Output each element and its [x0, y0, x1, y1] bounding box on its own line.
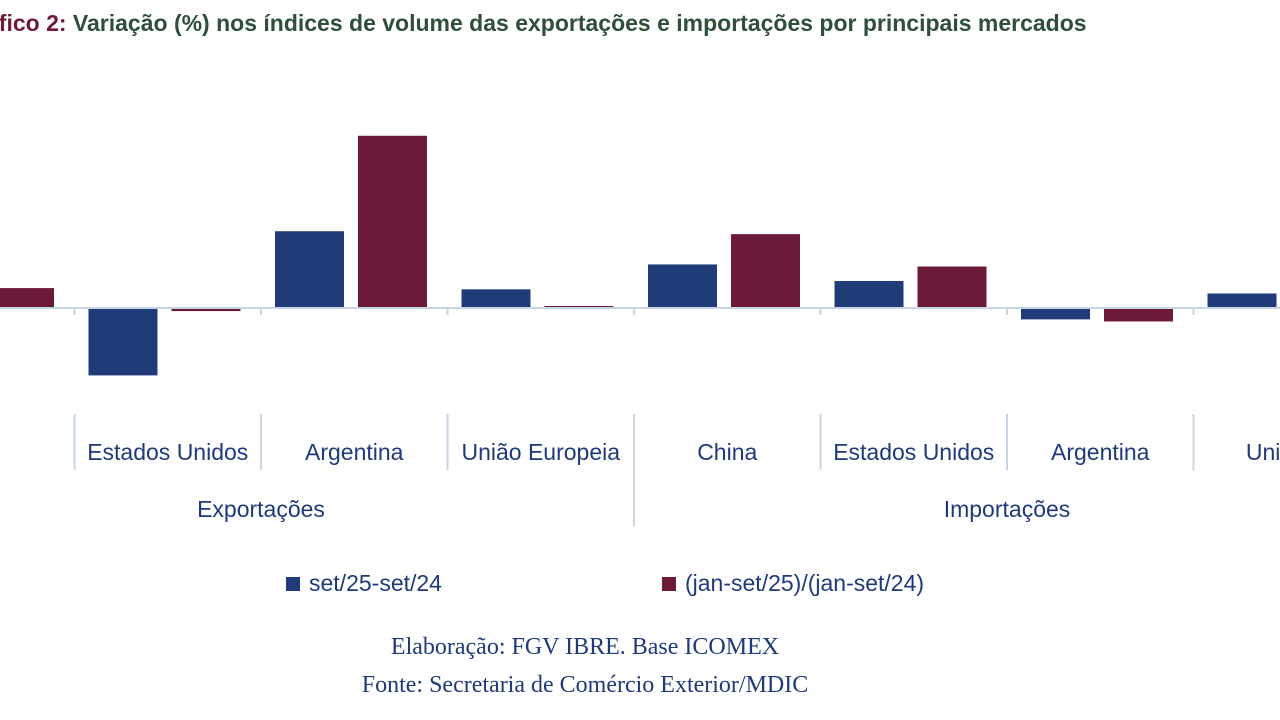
category-label-4: União Europeia	[461, 439, 620, 465]
bar-series2-cat5	[731, 234, 800, 308]
chart-legend: set/25-set/24 (jan-set/25)/(jan-set/24)	[0, 570, 1280, 602]
category-label-2: Estados Unidos	[87, 439, 248, 465]
chart-title-text: Variação (%) nos índices de volume das e…	[72, 10, 1087, 36]
footer: Elaboração: FGV IBRE. Base ICOMEX Fonte:…	[0, 628, 1170, 704]
chart-title: áfico 2: Variação (%) nos índices de vol…	[0, 10, 1087, 37]
legend-item-series1: set/25-set/24	[286, 570, 442, 597]
group-label-2: Importações	[944, 496, 1071, 522]
legend-swatch	[662, 576, 676, 591]
category-label-6: Estados Unidos	[833, 439, 994, 465]
category-label-8: União E	[1246, 439, 1280, 465]
bar-series1-cat8	[1207, 293, 1277, 308]
bar-series2-cat7	[1104, 309, 1173, 322]
bar-series2-cat1	[0, 288, 54, 308]
bar-series2-cat3	[358, 135, 427, 308]
legend-label: (jan-set/25)/(jan-set/24)	[685, 570, 925, 596]
bar-series2-cat6	[917, 266, 987, 308]
legend-label: set/25-set/24	[309, 570, 442, 596]
group-label-1: Exportações	[197, 496, 325, 522]
bar-series1-cat4	[461, 289, 531, 308]
legend-item-series2: (jan-set/25)/(jan-set/24)	[662, 570, 924, 597]
bar-series1-cat7	[1021, 309, 1090, 320]
bar-series1-cat2	[88, 309, 158, 376]
chart-title-prefix: áfico 2:	[0, 10, 67, 36]
footer-source: Fonte: Secretaria de Comércio Exterior/M…	[361, 672, 809, 698]
category-label-7: Argentina	[1051, 439, 1150, 465]
legend-swatch	[286, 576, 300, 591]
category-label-3: Argentina	[305, 439, 404, 465]
footer-credit: Elaboração: FGV IBRE. Base ICOMEX	[390, 634, 780, 660]
bar-series1-cat3	[275, 231, 344, 308]
bar-series2-cat2	[171, 309, 241, 312]
category-label-5: China	[697, 439, 757, 465]
bar-series1-cat5	[648, 264, 717, 308]
bar-series1-cat6	[834, 281, 904, 308]
